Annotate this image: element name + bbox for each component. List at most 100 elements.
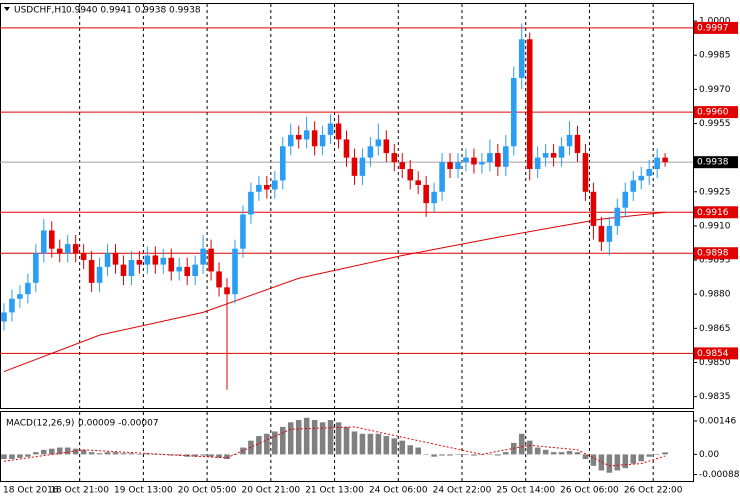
candle-body (287, 134, 294, 147)
macd-bar (638, 454, 645, 462)
macd-bar (526, 440, 533, 455)
macd-bar (463, 454, 469, 455)
candle-body (88, 260, 95, 283)
macd-signal (3, 426, 666, 467)
candle-body (526, 39, 533, 170)
candle-body (518, 39, 525, 78)
macd-bar (120, 453, 127, 455)
candle-body (279, 146, 286, 181)
candle-body (72, 244, 79, 254)
candle-body (64, 244, 71, 254)
x-tick-label: 24 Oct 06:00 (369, 486, 428, 496)
candle-body (9, 298, 15, 313)
macd-bar (662, 452, 668, 455)
candle-body (646, 169, 652, 176)
macd-bar (287, 422, 294, 455)
candle-body (48, 230, 55, 249)
candle-body (463, 157, 469, 163)
candle-body (598, 225, 605, 242)
candle-body (447, 162, 453, 170)
x-tick-label: 20 Oct 21:00 (241, 486, 300, 496)
candle-body (264, 184, 270, 190)
candle-body (630, 180, 637, 192)
macd-bar (80, 449, 87, 455)
macd-bar (606, 454, 613, 473)
macd-bar (582, 454, 589, 459)
macd-bar (272, 431, 278, 455)
y-tick-label: 0.9835 (699, 392, 731, 402)
candle-body (152, 255, 159, 265)
macd-bar (88, 452, 95, 455)
y-tick-label: 0.9955 (699, 119, 731, 129)
candle-body (224, 287, 230, 295)
candle-body (503, 146, 509, 167)
candle-body (41, 230, 47, 254)
macd-bar (399, 440, 406, 455)
macd-bar (311, 420, 318, 455)
macd-bar (264, 433, 270, 455)
macd-bar (391, 438, 398, 455)
last-price-label-bg (694, 156, 738, 169)
candle-body (160, 257, 167, 265)
macd-bar (383, 436, 390, 455)
y-tick-label: 0.9985 (699, 51, 731, 61)
candle-body (423, 184, 429, 204)
candle-body (471, 157, 477, 165)
candle-body (510, 77, 517, 147)
candle-body (240, 214, 246, 249)
candle-body (662, 157, 668, 163)
candle-body (33, 253, 39, 283)
candle-body (383, 139, 390, 154)
candle-body (208, 248, 214, 272)
macd-bar (343, 426, 350, 455)
candle-body (96, 266, 103, 283)
macd-bar (208, 454, 214, 457)
macd-bar (200, 454, 206, 456)
macd-bar (630, 454, 637, 464)
level-label-bg (694, 106, 738, 119)
macd-bar (128, 453, 135, 455)
candle-body (112, 253, 119, 265)
menu-triangle[interactable] (4, 7, 10, 11)
macd-bar (550, 452, 557, 455)
y-tick-label: 0.9970 (699, 85, 731, 95)
x-tick-label: 19 Oct 13:00 (114, 486, 173, 496)
macd-subtitle: 0.00009 -0.00007 (78, 419, 159, 429)
candle-body (192, 264, 198, 276)
macd-bar (96, 453, 103, 455)
candle-body (200, 248, 206, 265)
macd-bar (351, 431, 358, 455)
candle-body (319, 134, 326, 147)
candle-body (495, 153, 501, 167)
moving-average (3, 211, 666, 373)
chart-title: USDCHF,H1 (14, 6, 67, 16)
macd-bar (487, 454, 493, 455)
x-tick-label: 25 Oct 14:00 (496, 486, 555, 496)
y-tick-label: 1.0000 (699, 17, 731, 27)
macd-bar (64, 447, 71, 455)
macd-bar (471, 454, 477, 456)
macd-bar (534, 447, 541, 455)
x-tick-label: 18 Oct 2016 (3, 486, 59, 496)
macd-bar (56, 447, 63, 455)
macd-bar (646, 454, 652, 457)
macd-bar (72, 448, 79, 455)
candle-body (542, 153, 549, 158)
candle-body (184, 266, 190, 276)
macd-bar (303, 417, 310, 455)
macd-bar (327, 420, 334, 455)
candle-body (614, 207, 621, 226)
y-tick-label: 0.9925 (699, 187, 731, 197)
macd-bar (614, 454, 621, 471)
macd-bar (455, 454, 461, 455)
candle-body (335, 123, 342, 140)
y-tick-label: -0.00088 (699, 470, 740, 480)
y-tick-label: 0.00 (699, 450, 719, 460)
macd-bar (1, 454, 7, 459)
x-tick-label: 21 Oct 13:00 (305, 486, 364, 496)
candle-body (399, 162, 406, 170)
candle-body (431, 191, 437, 204)
candle-body (1, 312, 7, 322)
